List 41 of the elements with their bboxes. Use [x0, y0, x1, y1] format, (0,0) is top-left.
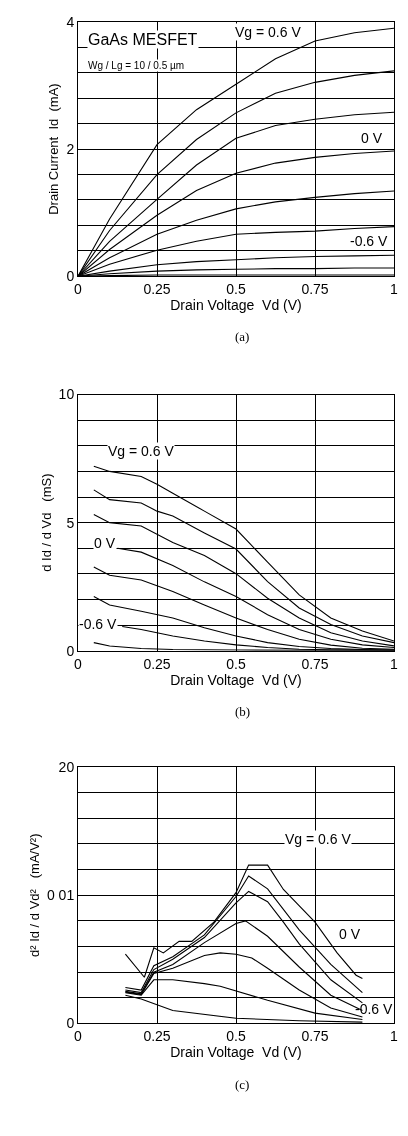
x-tick-label: 1 [390, 655, 399, 672]
y-tick-label: 0 [66, 642, 75, 659]
y-tick-label: 2 [66, 140, 75, 157]
annotation: Vg = 0.6 V [235, 24, 302, 40]
text: (b) [235, 704, 251, 719]
annotation: 0 V [94, 535, 116, 551]
x-tick-label: 0.5 [226, 281, 246, 298]
y-tick-label: 10 [58, 386, 75, 403]
y-tick-label: 0 [66, 1015, 75, 1032]
text: (c) [235, 1077, 250, 1092]
y-tick-label: 5 [66, 514, 75, 531]
annotation: 0 V [339, 926, 361, 942]
y-axis-title: Drain Current Id (mA) [46, 83, 62, 215]
x-tick-label: 0.75 [301, 281, 329, 298]
y-tick-label: 20 [58, 759, 75, 775]
annotation: Wg / Lg = 10 / 0.5 µm [88, 60, 185, 71]
x-tick-label: 1 [390, 1028, 399, 1045]
x-tick-label: 0.75 [301, 655, 329, 672]
y-tick-label: 4 [66, 13, 75, 30]
x-axis-title: Drain Voltage Vd (V) [170, 671, 302, 688]
y-axis-title: d² Id / d Vd² (mA/V²) [26, 833, 42, 958]
y-axis-title: d Id / d Vd (mS) [38, 473, 54, 572]
x-tick-label: 1 [390, 281, 399, 298]
annotation: Vg = 0.6 V [285, 831, 352, 847]
annotation: -0.6 V [79, 616, 118, 632]
y-tick-label: 0 01 [46, 887, 75, 904]
annotation: -0.6 V [355, 1001, 394, 1017]
x-tick-label: 0.5 [226, 1028, 246, 1045]
x-tick-label: 0.25 [143, 281, 171, 298]
x-axis-title: Drain Voltage Vd (V) [170, 1044, 302, 1061]
x-axis-title: Drain Voltage Vd (V) [170, 297, 302, 314]
annotation: -0.6 V [350, 233, 389, 249]
x-tick-label: 0.25 [143, 655, 171, 672]
annotation: 0 V [361, 130, 383, 146]
text: (a) [235, 329, 250, 344]
annotation: Vg = 0.6 V [108, 443, 175, 459]
y-tick-label: 0 [66, 268, 75, 285]
x-tick-label: 0.75 [301, 1028, 329, 1045]
annotation: GaAs MESFET [88, 31, 198, 48]
x-tick-label: 0.25 [143, 1028, 171, 1045]
x-tick-label: 0.5 [226, 655, 246, 672]
